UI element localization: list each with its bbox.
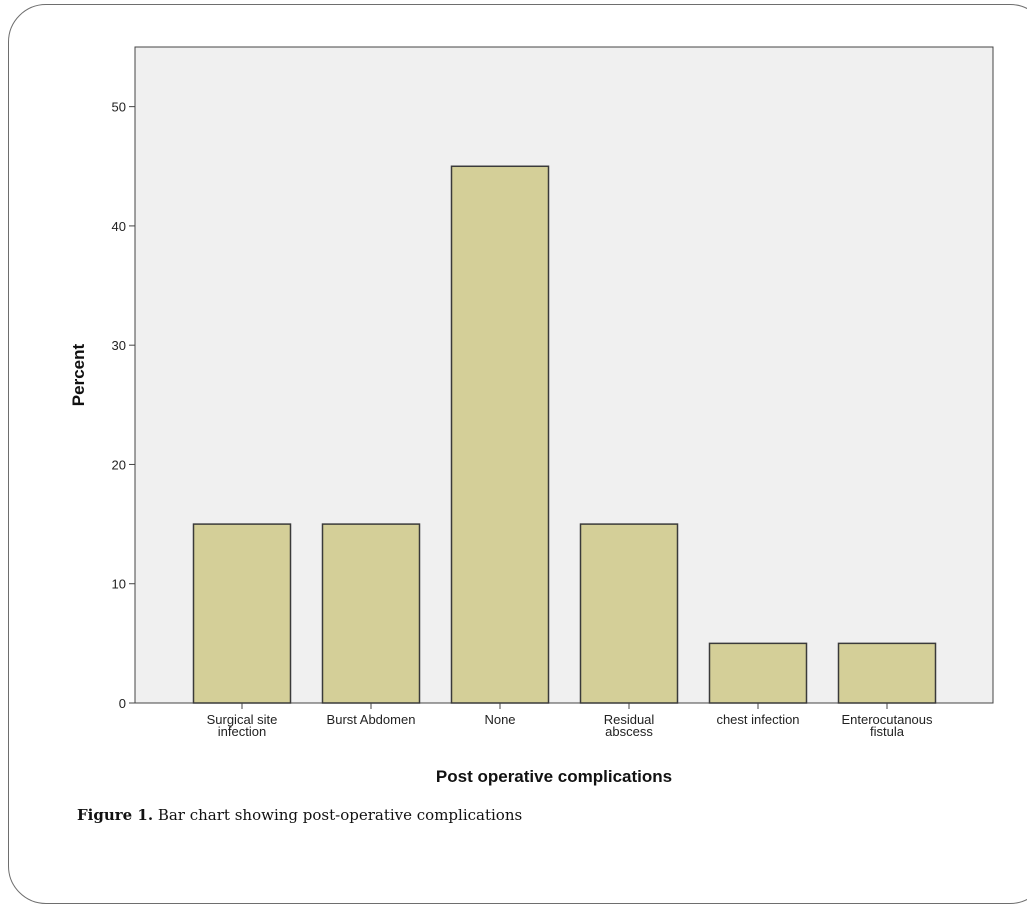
bar [708, 642, 808, 704]
y-axis-title: Percent [69, 343, 88, 406]
y-tick-label: 30 [112, 338, 126, 353]
x-tick-label: None [484, 712, 515, 727]
x-tick-label: abscess [605, 724, 653, 739]
caption-label: Figure 1. [77, 806, 154, 824]
bar [837, 642, 937, 704]
x-tick-label: chest infection [716, 712, 799, 727]
caption-text: Bar chart showing post-operative complic… [153, 806, 523, 824]
y-tick-label: 50 [112, 100, 126, 115]
x-tick-label: Burst Abdomen [327, 712, 416, 727]
bars [192, 165, 937, 704]
bar [321, 523, 421, 704]
figure-caption: Figure 1. Bar chart showing post-operati… [77, 806, 522, 824]
x-tick-label: Surgical site [207, 712, 278, 727]
x-tick-label: fistula [870, 724, 905, 739]
x-tick-label: Residual [604, 712, 655, 727]
y-tick-label: 0 [119, 696, 126, 711]
y-axis-ticks: 0 10 20 30 40 50 [112, 100, 135, 711]
bar [192, 523, 292, 704]
bar [450, 165, 550, 704]
y-tick-label: 20 [112, 457, 126, 472]
x-axis-title: Post operative complications [436, 767, 672, 786]
y-tick-label: 10 [112, 577, 126, 592]
bar [579, 523, 679, 704]
y-tick-label: 40 [112, 219, 126, 234]
x-tick-label: Enterocutanous [841, 712, 933, 727]
x-tick-label: infection [218, 724, 266, 739]
